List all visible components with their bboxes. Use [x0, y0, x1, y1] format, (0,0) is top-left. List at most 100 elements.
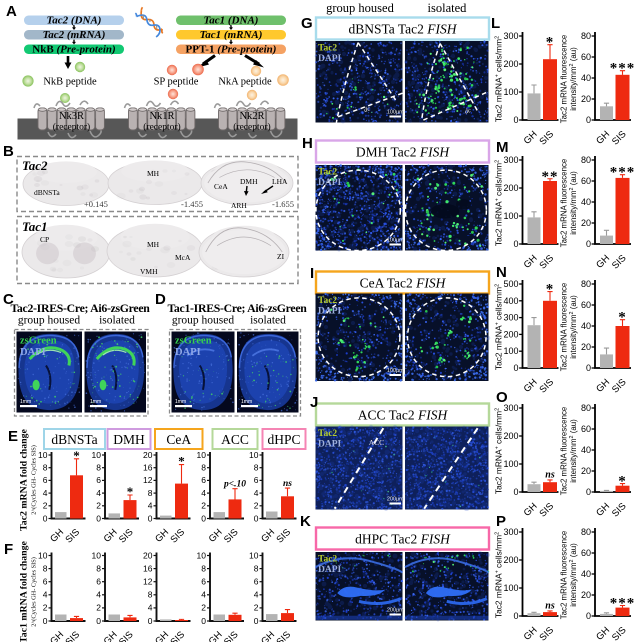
svg-text:NkA peptide: NkA peptide: [218, 77, 272, 88]
svg-text:1mm: 1mm: [241, 399, 252, 405]
svg-text:100µm: 100µm: [387, 238, 404, 244]
svg-text:1mm: 1mm: [20, 399, 31, 405]
svg-text:dBNSTa Tac2 FISH: dBNSTa Tac2 FISH: [348, 22, 457, 37]
svg-text:6: 6: [96, 475, 101, 485]
svg-text:-1.455: -1.455: [181, 199, 203, 209]
svg-text:SIS: SIS: [169, 527, 188, 546]
svg-text:DMH Tac2 FISH: DMH Tac2 FISH: [356, 145, 451, 160]
svg-text:8: 8: [148, 590, 153, 600]
svg-text:p<.10: p<.10: [223, 480, 246, 490]
svg-text:NkB (Pre-protein): NkB (Pre-protein): [32, 44, 115, 56]
svg-text:0: 0: [201, 513, 206, 523]
svg-text:1mm: 1mm: [90, 399, 101, 405]
svg-text:*: *: [73, 448, 80, 463]
svg-text:10: 10: [197, 550, 207, 560]
svg-text:GH: GH: [207, 527, 225, 545]
svg-text:ZI: ZI: [277, 252, 285, 261]
svg-text:0: 0: [148, 513, 153, 523]
svg-text:6: 6: [201, 577, 206, 587]
svg-text:MH: MH: [147, 169, 160, 178]
svg-text:Tac1 mRNA fold change: Tac1 mRNA fold change: [19, 541, 30, 642]
svg-text:zsGreen: zsGreen: [175, 336, 212, 347]
svg-text:(receptor): (receptor): [233, 122, 270, 133]
svg-text:SIS: SIS: [117, 629, 136, 642]
svg-text:4: 4: [96, 590, 101, 600]
svg-text:SIS: SIS: [222, 629, 241, 642]
svg-text:SIS: SIS: [169, 629, 188, 642]
svg-text:DAPI: DAPI: [318, 54, 342, 64]
svg-text:Tac1-IRES-Cre; Ai6-zsGreen: Tac1-IRES-Cre; Ai6-zsGreen: [167, 301, 307, 315]
svg-text:ns: ns: [283, 479, 292, 489]
svg-text:10: 10: [38, 550, 48, 560]
svg-text:dBNSTa: dBNSTa: [51, 432, 97, 447]
svg-text:10: 10: [249, 550, 259, 560]
svg-text:Tac2 (DNA): Tac2 (DNA): [47, 15, 102, 27]
svg-text:0: 0: [96, 616, 101, 626]
svg-text:8: 8: [96, 463, 101, 473]
svg-text:GH: GH: [259, 527, 277, 545]
svg-text:-1.655: -1.655: [272, 199, 294, 209]
svg-text:group housed: group housed: [18, 315, 81, 327]
svg-text:CeA Tac2 FISH: CeA Tac2 FISH: [360, 276, 447, 291]
svg-text:isolated: isolated: [99, 315, 135, 327]
svg-text:dHPC: dHPC: [267, 432, 300, 447]
svg-text:8: 8: [43, 463, 48, 473]
svg-text:DMH: DMH: [240, 177, 258, 186]
svg-text:McA: McA: [175, 253, 191, 262]
svg-text:6: 6: [254, 475, 259, 485]
svg-text:12: 12: [143, 577, 153, 587]
svg-text:dBNSTa: dBNSTa: [34, 188, 60, 197]
svg-text:0: 0: [254, 616, 259, 626]
svg-text:2: 2: [96, 501, 101, 511]
svg-text:+0.145: +0.145: [84, 199, 108, 209]
svg-text:Tac2-IRES-Cre; Ai6-zsGreen: Tac2-IRES-Cre; Ai6-zsGreen: [10, 301, 150, 315]
svg-text:0: 0: [254, 513, 259, 523]
svg-text:MH: MH: [147, 240, 160, 249]
svg-text:0: 0: [43, 513, 48, 523]
svg-text:6: 6: [43, 577, 48, 587]
svg-text:8: 8: [254, 563, 259, 573]
svg-text:group housed: group housed: [326, 1, 394, 15]
svg-text:Tac1: Tac1: [22, 219, 48, 234]
svg-text:12: 12: [143, 475, 153, 485]
svg-text:LHA: LHA: [272, 177, 288, 186]
svg-text:Nk3R: Nk3R: [59, 111, 84, 122]
svg-text:2: 2: [43, 501, 48, 511]
svg-text:10: 10: [249, 450, 259, 460]
svg-text:8: 8: [148, 488, 153, 498]
svg-text:0: 0: [148, 616, 153, 626]
svg-text:ACC: ACC: [221, 432, 249, 447]
svg-text:SIS: SIS: [222, 527, 241, 546]
svg-text:Nk1R: Nk1R: [149, 111, 174, 122]
svg-text:group housed: group housed: [172, 315, 235, 327]
svg-text:10: 10: [197, 450, 207, 460]
svg-text:VMH: VMH: [140, 267, 158, 276]
svg-text:8: 8: [43, 563, 48, 573]
svg-text:2^(Cycles GH- Cycles SIS): 2^(Cycles GH- Cycles SIS): [31, 557, 38, 627]
svg-text:16: 16: [143, 463, 153, 473]
svg-text:SP peptide: SP peptide: [154, 77, 199, 88]
svg-text:SIS: SIS: [275, 629, 294, 642]
svg-text:DAPI: DAPI: [20, 347, 46, 358]
svg-text:Tac2: Tac2: [318, 168, 337, 178]
svg-text:0: 0: [43, 616, 48, 626]
svg-text:4: 4: [201, 590, 206, 600]
svg-text:4: 4: [148, 501, 153, 511]
svg-text:8: 8: [201, 463, 206, 473]
svg-text:Tac2 (mRNA): Tac2 (mRNA): [43, 29, 106, 41]
svg-text:CP: CP: [40, 235, 49, 244]
svg-text:6: 6: [96, 577, 101, 587]
svg-text:16: 16: [143, 563, 153, 573]
svg-text:GH: GH: [48, 527, 66, 545]
svg-text:4: 4: [201, 488, 206, 498]
svg-text:Nk2R: Nk2R: [239, 111, 264, 122]
svg-text:SIS: SIS: [64, 527, 83, 546]
svg-text:0: 0: [96, 513, 101, 523]
svg-text:20: 20: [143, 450, 153, 460]
svg-text:GH: GH: [153, 527, 171, 545]
svg-text:CeA: CeA: [214, 182, 228, 191]
svg-text:2: 2: [254, 603, 259, 613]
svg-text:*: *: [178, 454, 185, 469]
svg-text:PPT-1 (Pre-protein): PPT-1 (Pre-protein): [186, 44, 277, 56]
svg-text:20: 20: [143, 550, 153, 560]
